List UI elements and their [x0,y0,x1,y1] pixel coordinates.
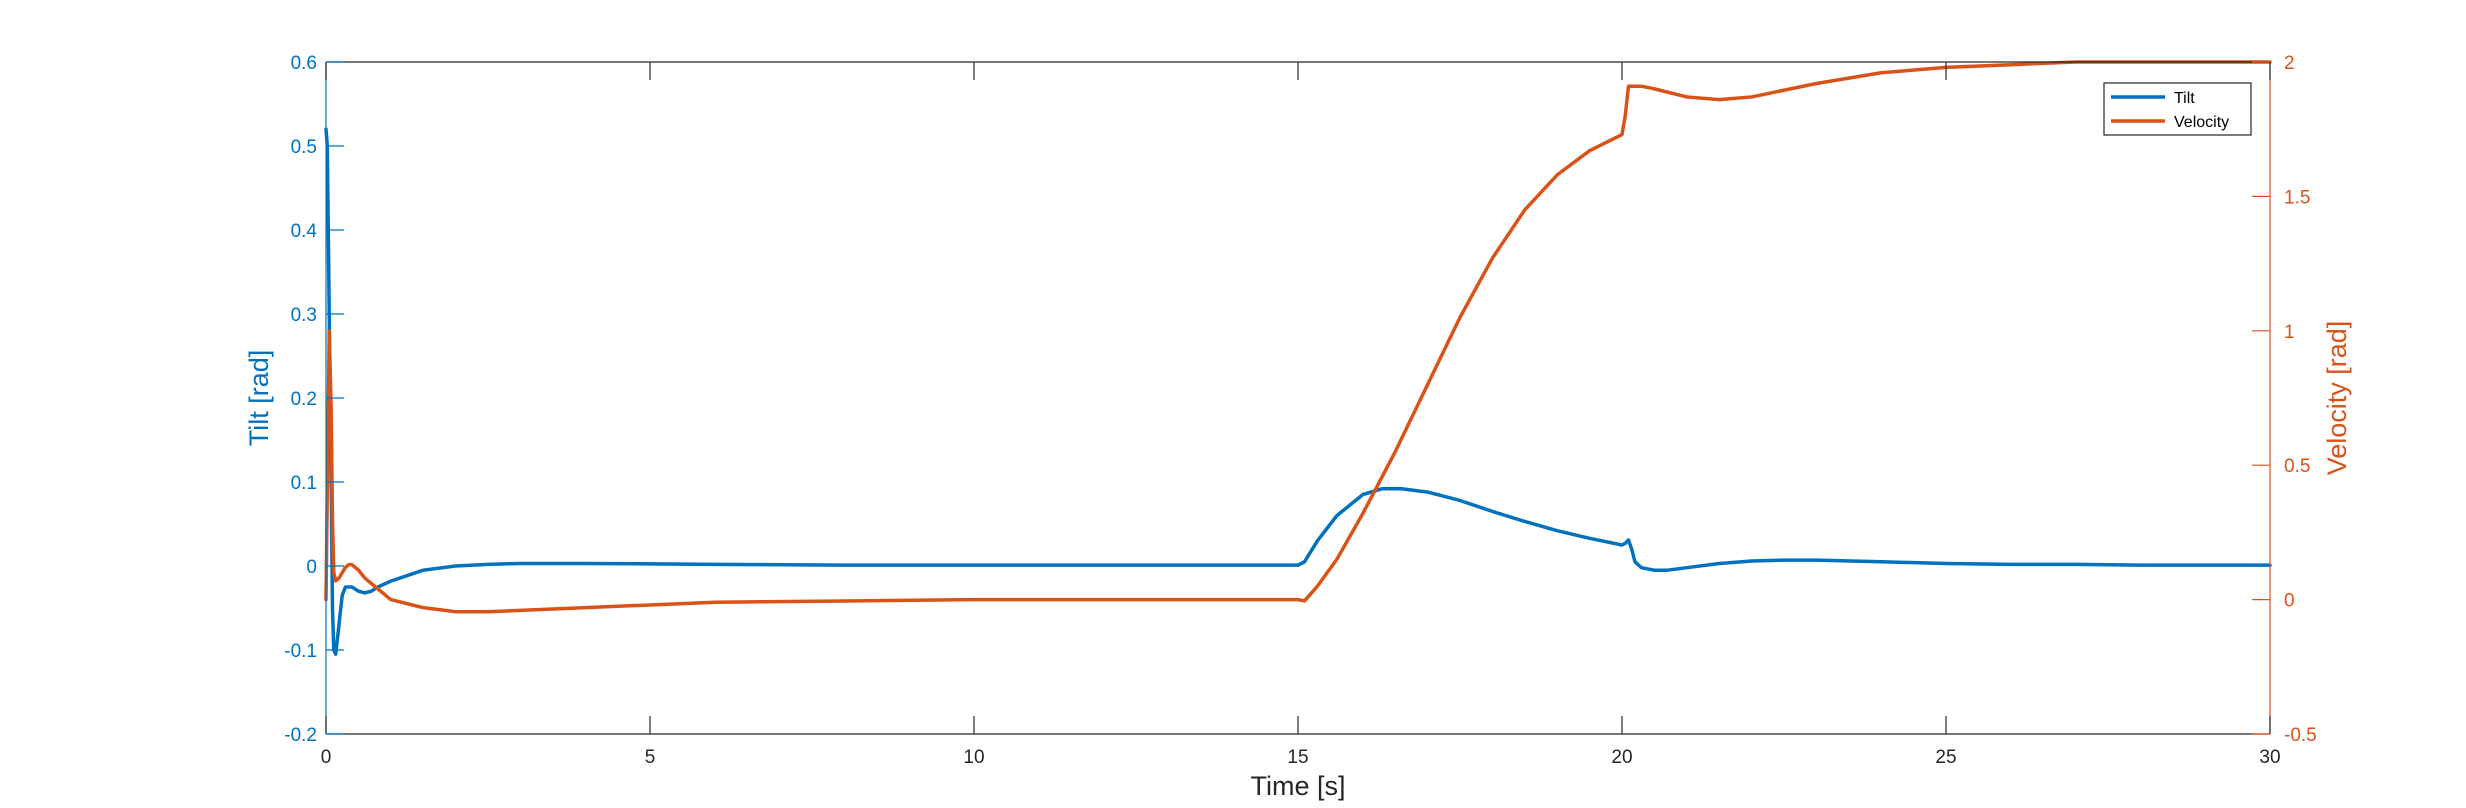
x-axis-title: Time [s] [1250,771,1345,801]
right-y-tick-label: -0.5 [2284,725,2317,746]
legend-label-tilt: Tilt [2174,90,2195,107]
plot-area [326,62,2270,734]
x-tick-label: 10 [963,747,984,768]
left-y-tick-label: 0.3 [291,305,317,326]
left-y-tick-label: 0.6 [291,53,317,74]
left-y-tick-label: 0.4 [291,221,318,242]
x-tick-label: 15 [1287,747,1308,768]
ticks-layer: 0 5 10 15 20 25 30-0.2-0.100.10.20.30.40.50.6-… [284,53,2317,768]
x-tick-label: 25 [1935,747,1956,768]
left-y-tick-label: 0.1 [291,473,317,494]
legend: Tilt Velocity [2103,82,2252,136]
series-line-tilt [324,127,2272,656]
left-axis-title: Tilt [rad] [244,350,274,447]
left-y-tick-label: 0.5 [291,137,317,158]
x-tick-label: 20 [1611,747,1632,768]
right-y-tick-label: 1.5 [2284,187,2310,208]
x-tick-label: 30 [2259,747,2280,768]
series-line-velocity [324,60,2272,614]
legend-label-velocity: Velocity [2174,114,2229,131]
left-y-tick-label: 0 [306,557,317,578]
x-tick-label: 0 [321,747,332,768]
right-y-tick-label: 1 [2284,322,2295,343]
right-y-tick-label: 2 [2284,53,2295,74]
right-axis-title: Velocity [rad] [2322,321,2352,476]
left-y-tick-label: -0.1 [284,641,317,662]
legend-box [2103,82,2252,136]
x-tick-label: 5 [645,747,656,768]
right-y-tick-label: 0 [2284,591,2295,612]
left-y-tick-label: 0.2 [291,389,317,410]
right-y-tick-label: 0.5 [2284,456,2310,477]
series-layer [324,60,2272,656]
left-y-tick-label: -0.2 [284,725,317,746]
